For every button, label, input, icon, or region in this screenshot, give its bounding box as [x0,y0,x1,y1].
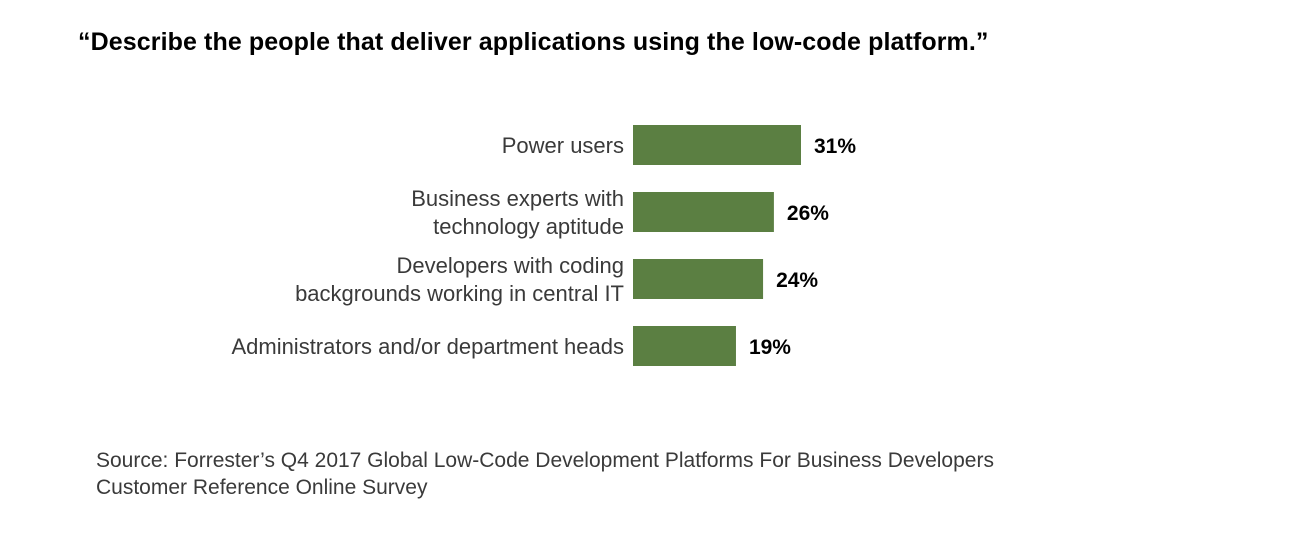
category-label: technology aptitude [433,214,624,239]
value-label: 31% [814,135,856,158]
category-label: Administrators and/or department heads [231,334,624,359]
value-label: 26% [787,202,829,225]
source-note: Source: Forrester’s Q4 2017 Global Low-C… [96,447,1246,501]
bar [633,125,801,165]
bar [633,192,774,232]
bars-layer [633,125,801,366]
bar [633,259,764,299]
value-labels: 31% 26% 24% 19% [749,135,856,359]
source-line-1: Source: Forrester’s Q4 2017 Global Low-C… [96,449,994,472]
bar [633,326,736,366]
category-label: Business experts with [411,186,624,211]
category-labels: Power users Business experts with technolo… [231,133,624,359]
category-label: Power users [502,133,624,158]
category-label: Developers with coding [397,253,624,278]
value-label: 24% [776,269,818,292]
value-label: 19% [749,336,791,359]
source-line-2: Customer Reference Online Survey [96,476,428,499]
category-label: backgrounds working in central IT [295,281,624,306]
chart-title: “Describe the people that deliver applic… [78,28,989,56]
